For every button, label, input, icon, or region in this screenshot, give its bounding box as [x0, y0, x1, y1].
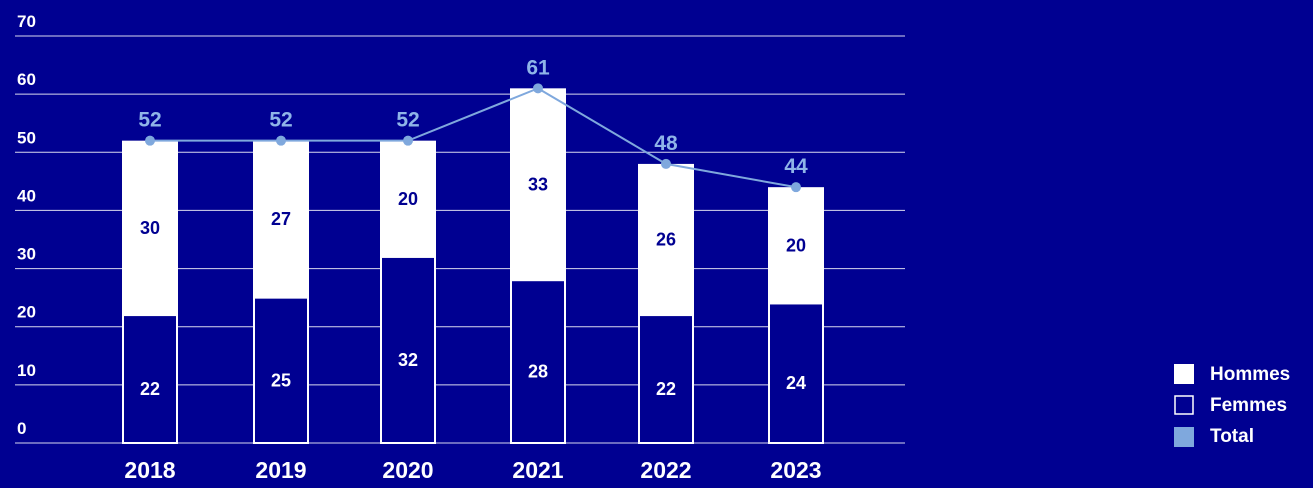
bars [122, 88, 824, 445]
total-line [145, 83, 801, 193]
total-value-label-2019: 52 [269, 109, 292, 132]
legend: Hommes Femmes Total [1174, 364, 1290, 447]
y-tick-label-10: 10 [17, 361, 36, 380]
value-label-hommes-2022: 26 [656, 230, 676, 250]
total-value-label-2021: 61 [526, 56, 550, 79]
bar-hommes-2022 [638, 163, 694, 316]
legend-label-hommes: Hommes [1210, 364, 1290, 385]
y-tick-label-30: 30 [17, 245, 36, 264]
legend-label-total: Total [1210, 426, 1254, 447]
x-category-label-2020: 2020 [382, 457, 433, 483]
total-point-2022 [661, 158, 671, 169]
total-value-labels: 52 52 52 61 48 44 [138, 56, 808, 178]
bar-femmes-2018 [122, 314, 178, 445]
x-category-label-2021: 2021 [512, 457, 563, 483]
value-label-femmes-2019: 25 [271, 370, 291, 390]
total-point-2020 [403, 135, 413, 146]
y-tick-label-60: 60 [17, 70, 36, 89]
bar-femmes-2019 [253, 296, 309, 444]
legend-swatch-total [1174, 427, 1194, 447]
bar-femmes-2023 [768, 302, 824, 445]
legend-item-hommes: Hommes [1174, 364, 1290, 385]
legend-swatch-hommes [1174, 364, 1194, 384]
total-value-label-2018: 52 [138, 109, 161, 132]
value-label-hommes-2023: 20 [786, 235, 806, 255]
legend-item-femmes: Femmes [1174, 395, 1287, 416]
legend-item-total: Total [1174, 426, 1254, 447]
y-tick-label-0: 0 [17, 419, 26, 438]
value-label-femmes-2018: 22 [140, 379, 160, 399]
x-category-label-2022: 2022 [640, 457, 691, 483]
y-tick-label-40: 40 [17, 186, 36, 205]
bar-femmes-2022 [638, 314, 694, 445]
bar-hommes-2019 [253, 140, 309, 298]
y-tick-label-70: 70 [17, 12, 36, 31]
x-category-label-2018: 2018 [124, 457, 175, 483]
bar-hommes-2020 [380, 140, 436, 257]
legend-swatch-femmes [1174, 395, 1194, 415]
bar-femmes-2021 [510, 279, 566, 445]
total-point-2023 [791, 182, 801, 193]
legend-label-femmes: Femmes [1210, 395, 1287, 416]
bar-value-labels: 22 30 25 27 32 20 28 33 22 26 24 20 [140, 174, 806, 399]
value-label-femmes-2021: 28 [528, 362, 548, 382]
y-tick-label-50: 50 [17, 128, 36, 147]
total-line-path [150, 87, 797, 189]
bar-hommes-2023 [768, 187, 824, 304]
value-label-hommes-2019: 27 [271, 209, 291, 229]
value-label-hommes-2020: 20 [398, 189, 418, 209]
y-tick-label-20: 20 [17, 303, 36, 322]
value-label-femmes-2022: 22 [656, 379, 676, 399]
value-label-femmes-2023: 24 [786, 373, 806, 393]
x-category-label-2023: 2023 [770, 457, 821, 483]
value-label-hommes-2021: 33 [528, 174, 548, 194]
y-axis-tick-labels: 0 10 20 30 40 50 60 70 [17, 12, 36, 438]
x-axis-category-labels: 2018 2019 2020 2021 2022 2023 [124, 457, 821, 483]
bar-hommes-2021 [510, 88, 566, 281]
value-label-femmes-2020: 32 [398, 350, 418, 370]
total-value-label-2023: 44 [784, 155, 808, 178]
total-point-2021 [533, 83, 543, 94]
bar-hommes-2018 [122, 140, 178, 316]
bar-femmes-2020 [380, 255, 436, 445]
total-point-2019 [276, 135, 286, 146]
x-category-label-2019: 2019 [255, 457, 306, 483]
total-point-2018 [145, 135, 155, 146]
value-label-hommes-2018: 30 [140, 218, 160, 238]
total-value-label-2020: 52 [396, 109, 419, 132]
total-value-label-2022: 48 [654, 132, 678, 155]
